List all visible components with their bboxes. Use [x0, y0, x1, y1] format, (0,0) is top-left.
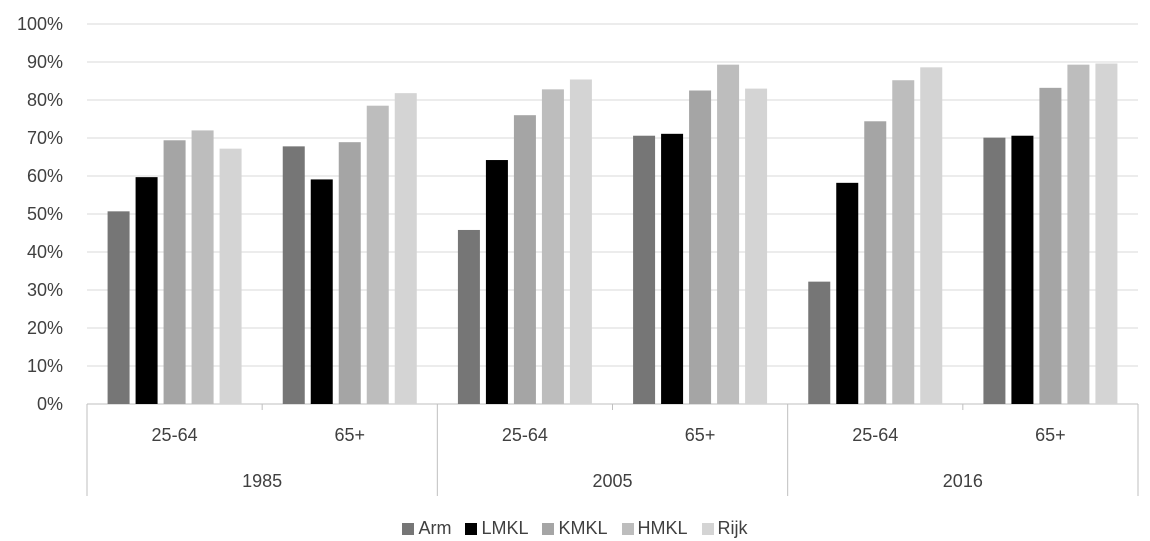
- bar-rijk: [745, 88, 768, 404]
- bar-hmkl: [717, 64, 740, 404]
- legend-label: Rijk: [717, 518, 748, 538]
- y-tick-label: 0%: [37, 394, 63, 414]
- bar-kmkl: [1039, 87, 1062, 404]
- bar-lmkl: [485, 160, 508, 404]
- bar-kmkl: [338, 142, 361, 404]
- legend-swatch: [542, 522, 555, 535]
- y-tick-label: 20%: [27, 318, 63, 338]
- legend-label: KMKL: [558, 518, 608, 538]
- x-group-label: 2016: [943, 471, 983, 491]
- bar-arm: [983, 137, 1006, 404]
- y-tick-label: 30%: [27, 280, 63, 300]
- legend-item-kmkl: KMKL: [542, 518, 608, 539]
- legend-item-hmkl: HMKL: [621, 518, 688, 539]
- bar-arm: [457, 229, 480, 404]
- bar-arm: [107, 211, 130, 404]
- bar-kmkl: [513, 115, 536, 404]
- x-category-label: 65+: [334, 425, 365, 445]
- y-tick-label: 40%: [27, 242, 63, 262]
- x-group-label: 2005: [592, 471, 632, 491]
- bar-lmkl: [1011, 135, 1034, 404]
- bar-kmkl: [864, 121, 887, 404]
- bar-lmkl: [661, 133, 684, 404]
- legend-item-rijk: Rijk: [701, 518, 748, 539]
- bar-chart: 0% 10% 20% 30% 40% 50% 60% 70% 80% 90% 100% 25-64 65…: [17, 14, 1139, 496]
- bar-lmkl: [135, 177, 158, 404]
- legend-swatch: [701, 522, 714, 535]
- bar-rijk: [920, 67, 943, 404]
- bar-lmkl: [310, 179, 333, 404]
- legend-swatch: [465, 522, 478, 535]
- bar-hmkl: [366, 105, 389, 404]
- x-group-label: 1985: [242, 471, 282, 491]
- bar-hmkl: [191, 130, 214, 404]
- legend-label: HMKL: [637, 518, 688, 538]
- bar-kmkl: [163, 140, 186, 404]
- bar-rijk: [219, 148, 242, 404]
- bar-hmkl: [892, 80, 915, 405]
- legend-swatch: [621, 522, 634, 535]
- bar-rijk: [569, 79, 592, 404]
- bar-arm: [633, 135, 656, 404]
- y-tick-label: 60%: [27, 166, 63, 186]
- y-tick-label: 50%: [27, 204, 63, 224]
- bar-arm: [808, 281, 831, 404]
- bar-kmkl: [689, 90, 712, 404]
- bar-hmkl: [1067, 64, 1090, 404]
- bar-lmkl: [836, 182, 859, 404]
- y-tick-label: 80%: [27, 90, 63, 110]
- bar-rijk: [394, 93, 417, 404]
- legend-label: LMKL: [481, 518, 529, 538]
- legend-item-lmkl: LMKL: [465, 518, 528, 539]
- x-category-label: 25-64: [502, 425, 548, 445]
- y-tick-label: 90%: [27, 52, 63, 72]
- legend-item-arm: Arm: [402, 518, 451, 539]
- x-category-label: 65+: [685, 425, 716, 445]
- legend-swatch: [402, 522, 415, 535]
- y-tick-label: 100%: [17, 14, 63, 34]
- bar-hmkl: [541, 89, 564, 405]
- bar-arm: [282, 146, 305, 405]
- chart-legend: Arm LMKL KMKL HMKL Rijk: [0, 516, 1150, 541]
- bar-rijk: [1095, 63, 1118, 405]
- y-tick-label: 70%: [27, 128, 63, 148]
- legend-label: Arm: [418, 518, 452, 538]
- x-category-label: 65+: [1035, 425, 1066, 445]
- x-category-label: 25-64: [852, 425, 898, 445]
- x-category-label: 25-64: [152, 425, 198, 445]
- y-tick-label: 10%: [27, 356, 63, 376]
